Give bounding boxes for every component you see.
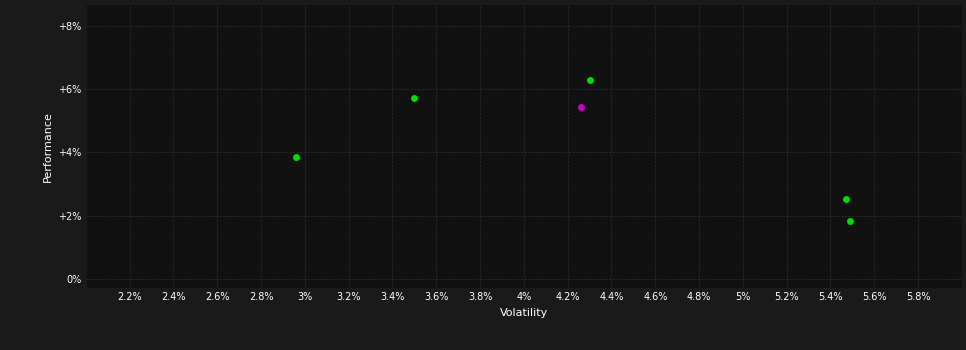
- Point: [582, 77, 597, 83]
- X-axis label: Volatility: Volatility: [499, 308, 548, 318]
- Point: [289, 154, 304, 160]
- Point: [838, 196, 854, 202]
- Point: [407, 96, 422, 101]
- Point: [573, 104, 588, 110]
- Y-axis label: Performance: Performance: [43, 111, 53, 182]
- Point: [842, 218, 858, 224]
